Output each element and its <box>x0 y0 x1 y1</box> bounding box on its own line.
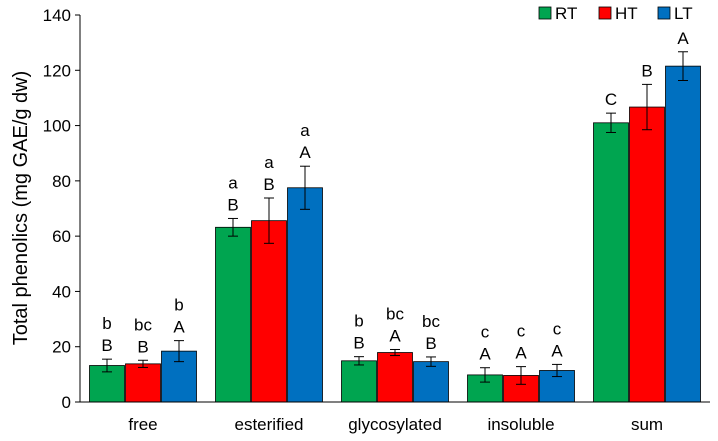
legend-label: LT <box>674 4 693 23</box>
significance-letter-upper-case: A <box>677 29 689 48</box>
legend-swatch <box>657 6 671 20</box>
y-ticks: 0 20 40 60 80 100 120 140 <box>43 6 81 412</box>
legend-swatch <box>598 6 612 20</box>
bar <box>629 106 665 403</box>
legend-swatch <box>538 6 552 20</box>
significance-letter-upper-case: A <box>173 318 185 337</box>
bar <box>377 352 413 403</box>
significance-letter-lower-case: c <box>553 319 562 338</box>
significance-letter-upper-case: C <box>605 90 617 109</box>
significance-letter-upper-case: A <box>515 344 527 363</box>
bar <box>251 220 287 403</box>
y-axis-label: Total phenolics (mg GAE/g dw) <box>10 71 32 346</box>
significance-letter-upper-case: A <box>479 345 491 364</box>
significance-letter-upper-case: A <box>551 341 563 360</box>
bar <box>125 363 161 403</box>
significance-letter-lower-case: bc <box>386 304 404 323</box>
significance-letter-lower-case: c <box>481 323 490 342</box>
y-tick-label: 20 <box>52 338 71 357</box>
x-axis: free esterified glycosylated insoluble sum <box>80 401 710 434</box>
bar <box>287 187 323 403</box>
significance-letter-upper-case: B <box>425 334 436 353</box>
significance-letter-lower-case: b <box>102 314 111 333</box>
x-tick-label: free <box>128 415 157 434</box>
legend-label: RT <box>555 4 577 23</box>
significance-letter-lower-case: a <box>264 153 274 172</box>
legend-label: HT <box>615 4 638 23</box>
y-tick-label: 40 <box>52 282 71 301</box>
significance-letter-upper-case: B <box>137 337 148 356</box>
x-tick-label: esterified <box>235 415 304 434</box>
y-tick-label: 100 <box>43 117 71 136</box>
y-tick-label: 120 <box>43 61 71 80</box>
significance-letter-lower-case: bc <box>134 315 152 334</box>
y-tick-label: 140 <box>43 6 71 25</box>
significance-letter-lower-case: b <box>174 296 183 315</box>
significance-letter-lower-case: a <box>228 173 238 192</box>
x-tick-label: insoluble <box>487 415 554 434</box>
significance-letter-upper-case: A <box>389 326 401 345</box>
y-tick-label: 80 <box>52 172 71 191</box>
significance-letter-lower-case: c <box>517 322 526 341</box>
significance-letter-lower-case: a <box>300 121 310 140</box>
significance-letter-upper-case: B <box>353 334 364 353</box>
significance-letter-upper-case: B <box>101 336 112 355</box>
x-tick-label: glycosylated <box>348 415 442 434</box>
legend: RT HT LT <box>538 4 693 23</box>
bar <box>215 226 251 403</box>
significance-letter-upper-case: B <box>263 175 274 194</box>
significance-letter-upper-case: B <box>641 61 652 80</box>
bar <box>413 361 449 403</box>
y-tick-label: 60 <box>52 227 71 246</box>
x-tick-label: sum <box>631 415 663 434</box>
significance-letter-upper-case: A <box>299 143 311 162</box>
bar <box>665 65 701 403</box>
significance-letter-upper-case: B <box>227 195 238 214</box>
significance-letter-lower-case: bc <box>422 312 440 331</box>
y-tick-label: 0 <box>62 393 71 412</box>
significance-letter-lower-case: b <box>354 312 363 331</box>
bar <box>341 360 377 403</box>
bar <box>593 122 629 403</box>
